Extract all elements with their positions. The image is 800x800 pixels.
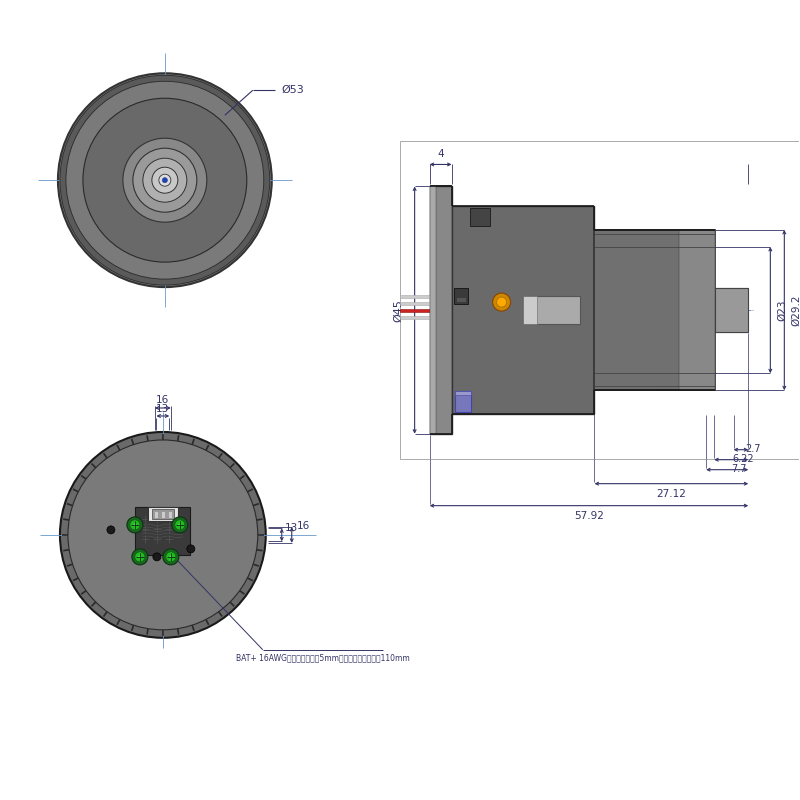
Bar — [430, 186, 452, 434]
Bar — [454, 390, 470, 413]
Circle shape — [130, 520, 140, 530]
Circle shape — [152, 167, 178, 193]
Circle shape — [138, 555, 142, 559]
Text: Ø45: Ø45 — [394, 298, 404, 322]
Bar — [452, 206, 594, 414]
Bar — [400, 294, 434, 298]
Circle shape — [143, 158, 187, 202]
Circle shape — [172, 517, 188, 533]
Text: Ø23: Ø23 — [778, 299, 787, 321]
Bar — [161, 511, 165, 518]
Circle shape — [169, 555, 173, 559]
Circle shape — [166, 552, 176, 562]
Text: Ø29.2: Ø29.2 — [791, 294, 800, 326]
Bar — [400, 309, 434, 311]
Circle shape — [60, 432, 266, 638]
Bar — [594, 230, 715, 390]
Text: 7.7: 7.7 — [731, 464, 747, 474]
Bar — [523, 296, 538, 324]
Bar — [400, 315, 434, 318]
Circle shape — [178, 523, 182, 527]
Bar — [454, 288, 467, 304]
Circle shape — [135, 552, 145, 562]
Bar — [430, 186, 436, 434]
Circle shape — [107, 526, 115, 534]
Bar — [454, 390, 470, 394]
Bar — [152, 509, 174, 519]
Circle shape — [127, 517, 143, 533]
Bar — [154, 511, 158, 518]
Text: 2.7: 2.7 — [745, 444, 761, 454]
Circle shape — [132, 549, 148, 565]
Bar — [456, 297, 466, 302]
Circle shape — [68, 440, 258, 630]
Text: 13: 13 — [156, 404, 170, 414]
Bar — [523, 296, 580, 324]
Circle shape — [159, 174, 171, 186]
Circle shape — [153, 553, 161, 561]
Text: Ø53: Ø53 — [282, 86, 304, 95]
Text: 16: 16 — [297, 521, 310, 531]
Circle shape — [60, 75, 270, 285]
Bar — [168, 511, 172, 518]
Circle shape — [133, 148, 197, 212]
Circle shape — [163, 549, 179, 565]
Circle shape — [123, 138, 207, 222]
Circle shape — [162, 178, 167, 182]
Text: 27.12: 27.12 — [657, 489, 686, 498]
Circle shape — [497, 297, 506, 307]
Circle shape — [66, 82, 264, 279]
Bar — [470, 208, 490, 226]
Circle shape — [83, 98, 246, 262]
Bar — [715, 288, 748, 332]
Bar — [679, 230, 715, 390]
Text: 16: 16 — [156, 395, 170, 405]
Circle shape — [493, 293, 510, 311]
Bar — [135, 507, 190, 555]
Text: 13: 13 — [285, 523, 298, 533]
Text: 6.22: 6.22 — [733, 454, 754, 464]
Circle shape — [58, 74, 272, 287]
Circle shape — [187, 545, 195, 553]
Bar — [400, 302, 434, 305]
Circle shape — [133, 523, 137, 527]
Text: BAT+ 16AWG红色硬模线，〕5mm，浮层，有效长度）110mm: BAT+ 16AWG红色硬模线，〕5mm，浮层，有效长度）110mm — [236, 654, 410, 662]
Text: 57.92: 57.92 — [574, 510, 604, 521]
Circle shape — [175, 520, 185, 530]
Text: 4: 4 — [438, 150, 444, 159]
Bar — [148, 507, 178, 521]
